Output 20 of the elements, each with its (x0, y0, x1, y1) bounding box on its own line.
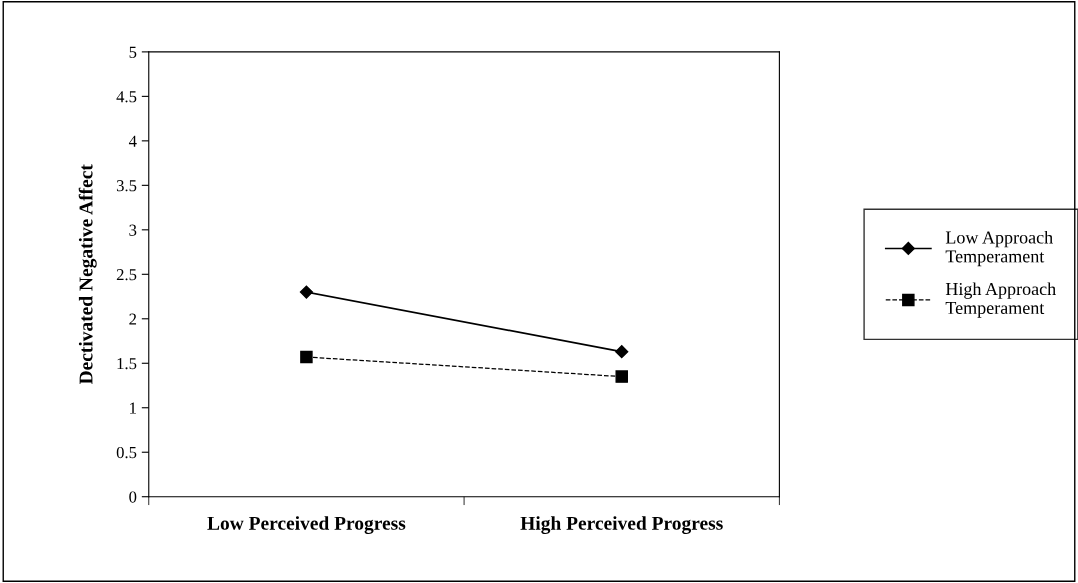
legend-label: Low Approach Temperament (945, 230, 1053, 267)
legend-label: High Approach Temperament (945, 282, 1056, 318)
y-tick-label: 5 (129, 46, 137, 58)
x-tick-label: Low Perceived Progress (207, 516, 406, 534)
y-tick-label: 2 (129, 313, 137, 325)
y-tick-label: 0.5 (116, 446, 137, 459)
point (300, 350, 313, 364)
point (615, 345, 629, 359)
point (615, 370, 628, 383)
x-tick-label: High Perceived Progress (520, 516, 723, 534)
y-tick-label: 1.5 (117, 358, 137, 370)
y-tick-label: 4.5 (116, 91, 137, 103)
point (299, 285, 314, 299)
y-tick-label: 2.5 (116, 269, 137, 281)
y-tick-label: 4 (128, 135, 137, 147)
y-tick-label: 3 (129, 224, 137, 236)
y-axis-title: Dectivated Negative Affect (78, 164, 97, 385)
y-tick-label: 0 (129, 491, 137, 503)
y-tick-label: 1 (130, 402, 136, 414)
y-tick-label: 3.5 (116, 180, 137, 192)
